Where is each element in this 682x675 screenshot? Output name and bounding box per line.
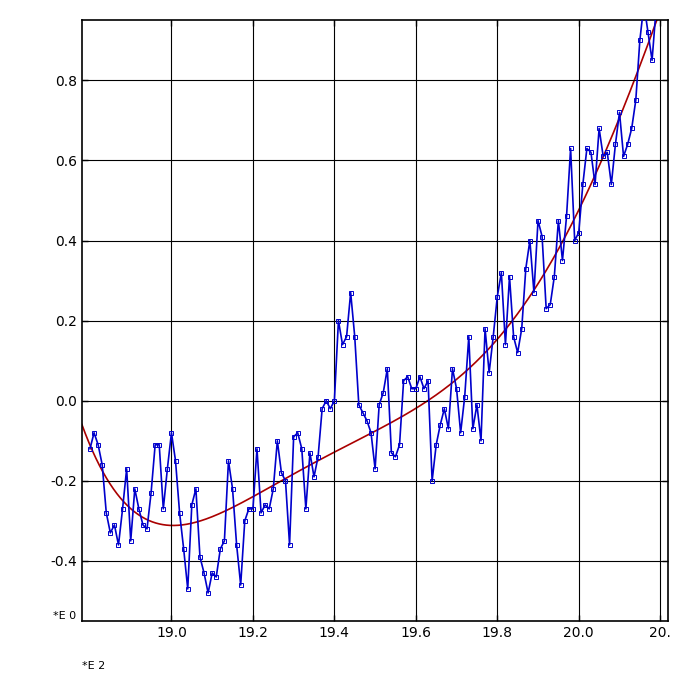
Text: *E 0: *E 0 (53, 611, 76, 621)
Text: *E 2: *E 2 (82, 661, 105, 671)
